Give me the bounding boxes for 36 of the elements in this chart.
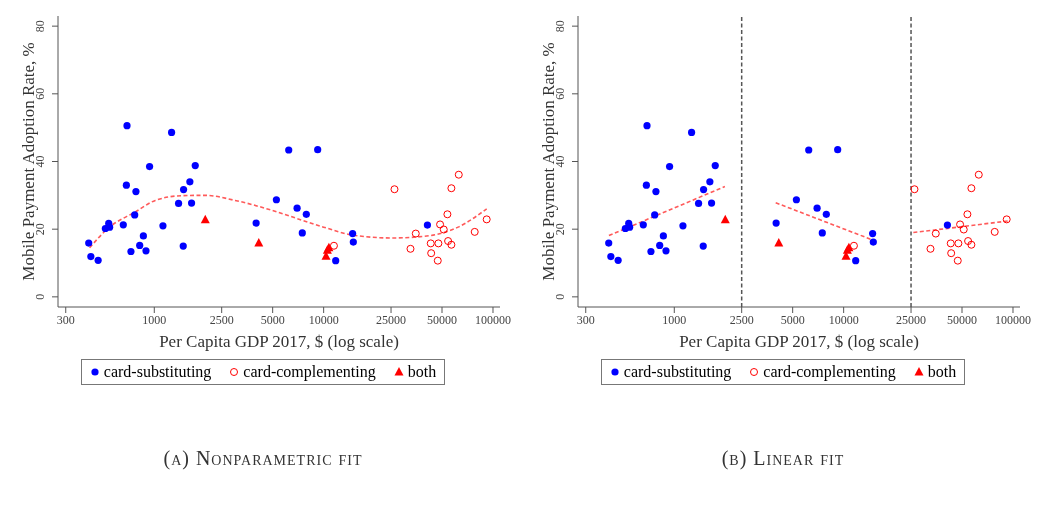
y-tick-label: 20 [33, 223, 47, 236]
x-tick-label: 100000 [474, 312, 511, 327]
x-tick-label: 300 [56, 312, 75, 327]
y-tick-label: 40 [553, 155, 567, 168]
x-tick-label: 10000 [828, 312, 859, 327]
legend-label: card-complementing [242, 363, 376, 381]
y-tick-label: 40 [33, 155, 47, 168]
y-tick-label: 80 [33, 20, 47, 33]
x-tick-label: 100000 [994, 312, 1031, 327]
x-tick-label: 10000 [308, 312, 339, 327]
x-tick-label: 25000 [896, 312, 927, 327]
text: (a) Nonparametric fit [162, 447, 364, 470]
y-tick-label: 0 [553, 293, 567, 300]
x-tick-label: 5000 [780, 312, 805, 327]
legend-label: card-complementing [762, 363, 896, 381]
x-tick-label: 5000 [260, 312, 285, 327]
text: (b) Linear fit [720, 447, 846, 470]
legend-label: both [926, 363, 957, 381]
x-tick-label: 1000 [142, 312, 167, 327]
y-tick-label: 60 [553, 87, 567, 100]
x-tick-label: 50000 [427, 312, 458, 327]
x-tick-label: 25000 [376, 312, 407, 327]
y-tick-label: 20 [553, 223, 567, 236]
x-tick-label: 50000 [947, 312, 978, 327]
x-tick-label: 1000 [662, 312, 687, 327]
x-tick-label: 300 [576, 312, 595, 327]
x-axis-title: Per Capita GDP 2017, $ (log scale) [679, 332, 919, 351]
legend-label: card-substituting [102, 363, 212, 381]
legend-label: both [406, 363, 437, 381]
legend-label: card-substituting [622, 363, 732, 381]
y-tick-label: 80 [553, 20, 567, 33]
x-tick-label: 2500 [729, 312, 754, 327]
x-axis-title: Per Capita GDP 2017, $ (log scale) [159, 332, 399, 351]
y-tick-label: 60 [33, 87, 47, 100]
x-tick-label: 2500 [209, 312, 234, 327]
y-tick-label: 0 [33, 293, 47, 300]
